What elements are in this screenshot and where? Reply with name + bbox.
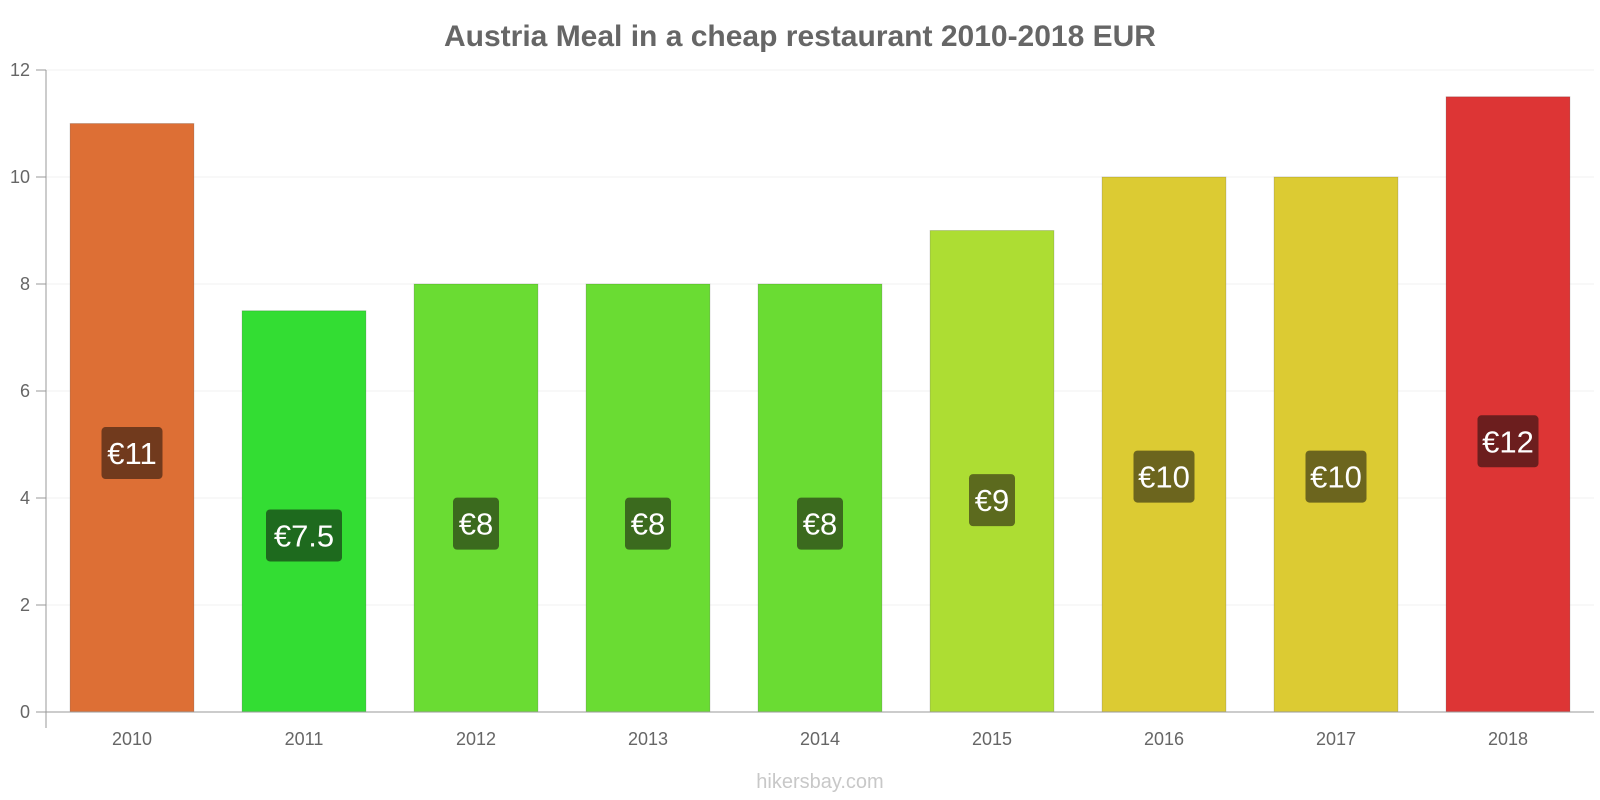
bars-group: €11 €7.5 €8 €8 €8 €9 €10 €10 €12 xyxy=(69,96,1571,713)
axes-group: 0 2 4 6 8 10 12 2010 2011 2012 2013 2014 2015 2016 201… xyxy=(10,60,1594,749)
y-tick-label: 10 xyxy=(10,167,30,187)
bar xyxy=(1273,176,1399,713)
data-label: €11 xyxy=(107,436,156,471)
data-label-box xyxy=(101,427,163,480)
data-label-box xyxy=(797,497,843,550)
x-tick-label: 2013 xyxy=(628,729,668,749)
data-label: €7.5 xyxy=(274,518,334,553)
data-label-box xyxy=(1477,415,1539,468)
data-label: €10 xyxy=(1310,460,1362,495)
data-label: €10 xyxy=(1138,460,1190,495)
x-tick-label: 2016 xyxy=(1144,729,1184,749)
data-label-box xyxy=(453,497,499,550)
x-tick-label: 2018 xyxy=(1488,729,1528,749)
y-tick-label: 2 xyxy=(20,595,30,615)
y-tick-label: 8 xyxy=(20,274,30,294)
y-tick-label: 6 xyxy=(20,381,30,401)
data-label-box xyxy=(969,474,1015,527)
data-label-box xyxy=(266,509,342,562)
watermark: hikersbay.com xyxy=(756,771,883,793)
y-tick-label: 0 xyxy=(20,702,30,722)
bar xyxy=(69,123,195,713)
data-label: €8 xyxy=(631,507,665,542)
data-label: €12 xyxy=(1482,424,1534,459)
bar xyxy=(929,230,1055,713)
x-tick-label: 2010 xyxy=(112,729,152,749)
x-tick-label: 2014 xyxy=(800,729,840,749)
x-tick-label: 2011 xyxy=(285,729,324,749)
x-tick-label: 2012 xyxy=(456,729,496,749)
x-tick-label: 2017 xyxy=(1316,729,1356,749)
data-label-box xyxy=(1305,450,1367,503)
chart-title: Austria Meal in a cheap restaurant 2010-… xyxy=(444,20,1156,53)
y-tick-label: 4 xyxy=(20,488,30,508)
data-label: €9 xyxy=(975,483,1009,518)
bar xyxy=(1101,176,1227,713)
x-tick-label: 2015 xyxy=(972,729,1012,749)
y-tick-label: 12 xyxy=(10,60,30,80)
data-label: €8 xyxy=(803,507,837,542)
data-label: €8 xyxy=(459,507,493,542)
data-label-box xyxy=(1133,450,1195,503)
data-label-box xyxy=(625,497,671,550)
bar xyxy=(1445,96,1571,713)
